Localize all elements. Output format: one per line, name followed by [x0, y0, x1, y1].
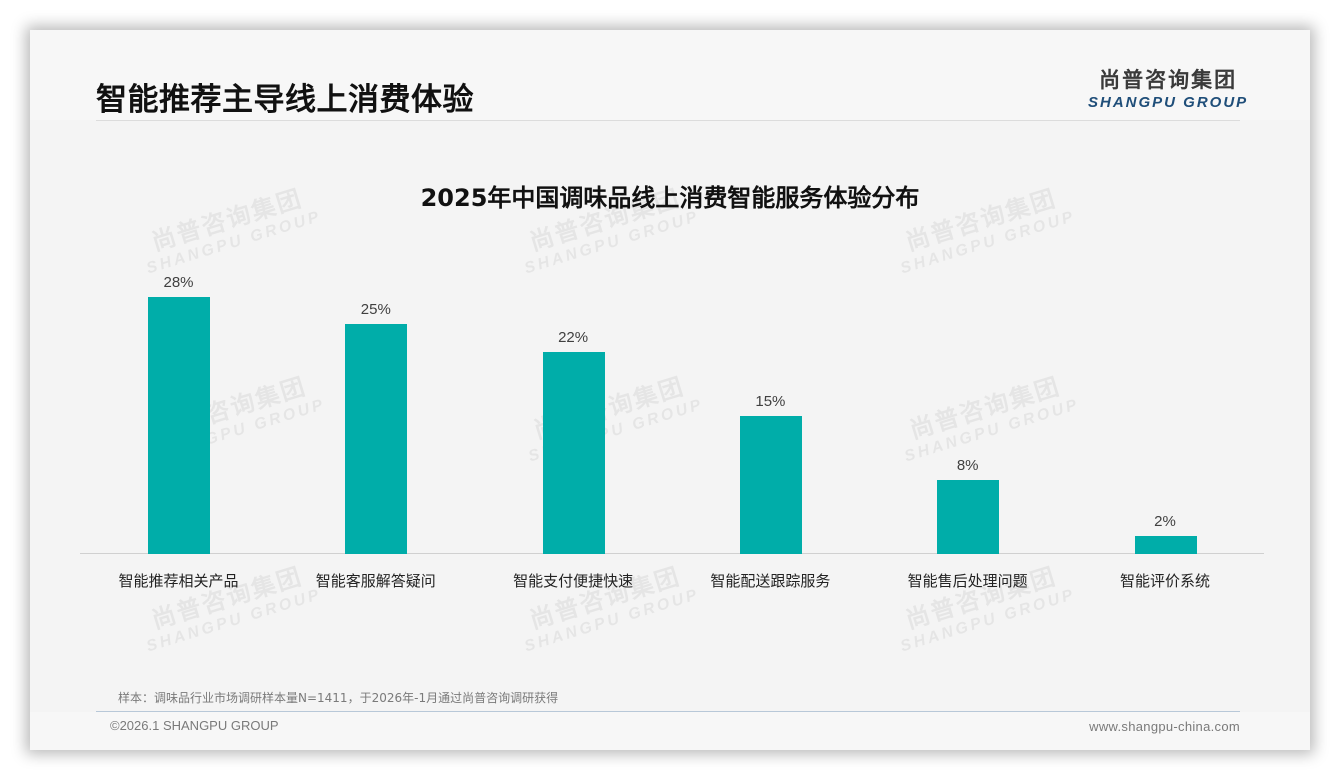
category-label: 智能配送跟踪服务 — [710, 572, 831, 590]
header-band — [30, 30, 1310, 120]
page-title: 智能推荐主导线上消费体验 — [96, 82, 474, 118]
logo-english-text: SHANGPU GROUP — [1088, 94, 1249, 111]
website-link[interactable]: www.shangpu-china.com — [1089, 719, 1240, 734]
bar — [739, 416, 802, 554]
title-divider — [96, 120, 1240, 121]
bar-group: 28% — [80, 230, 277, 554]
bar — [1134, 536, 1197, 554]
bar-group: 15% — [672, 230, 869, 554]
category-label: 智能客服解答疑问 — [315, 572, 436, 590]
bar — [345, 324, 408, 554]
bar-value-label: 8% — [956, 457, 979, 474]
bar-group: 25% — [277, 230, 474, 554]
watermark: 尚普咨询集团 SHANGPU GROUP — [522, 562, 702, 656]
bar-value-label: 25% — [360, 301, 391, 318]
footer-band — [30, 712, 1310, 750]
copyright-text: ©2026.1 SHANGPU GROUP — [110, 718, 279, 733]
chart-title: 2025年中国调味品线上消费智能服务体验分布 — [420, 184, 920, 212]
bar-value-label: 22% — [558, 329, 589, 346]
bar-value-label: 28% — [163, 274, 194, 291]
category-label: 智能评价系统 — [1119, 572, 1210, 590]
watermark: 尚普咨询集团 SHANGPU GROUP — [898, 562, 1078, 656]
x-axis-line — [80, 553, 1264, 554]
category-label: 智能支付便捷快速 — [513, 572, 634, 590]
watermark: 尚普咨询集团 SHANGPU GROUP — [144, 562, 324, 656]
bar — [148, 297, 210, 554]
slide: 智能推荐主导线上消费体验 尚普咨询集团 SHANGPU GROUP 尚普咨询集团… — [30, 30, 1310, 750]
bar-chart-plot-area: 28% 25% 22% 15% 8% 2% — [80, 230, 1264, 554]
bar-value-label: 15% — [755, 393, 786, 410]
sample-note: 样本：调味品行业市场调研样本量N=1411，于2026年-1月通过尚普咨询调研获… — [118, 691, 559, 705]
footer-divider — [96, 711, 1240, 712]
category-label: 智能售后处理问题 — [907, 572, 1028, 590]
bar-group: 8% — [869, 230, 1066, 554]
bar-value-label: 2% — [1154, 513, 1176, 530]
bar-group: 22% — [475, 230, 672, 554]
category-label: 智能推荐相关产品 — [118, 572, 239, 590]
bar-group: 2% — [1067, 230, 1264, 554]
bar — [542, 352, 605, 554]
company-logo: 尚普咨询集团 SHANGPU GROUP — [1088, 64, 1248, 111]
logo-chinese-text: 尚普咨询集团 — [1099, 68, 1238, 92]
bar — [937, 480, 1000, 554]
